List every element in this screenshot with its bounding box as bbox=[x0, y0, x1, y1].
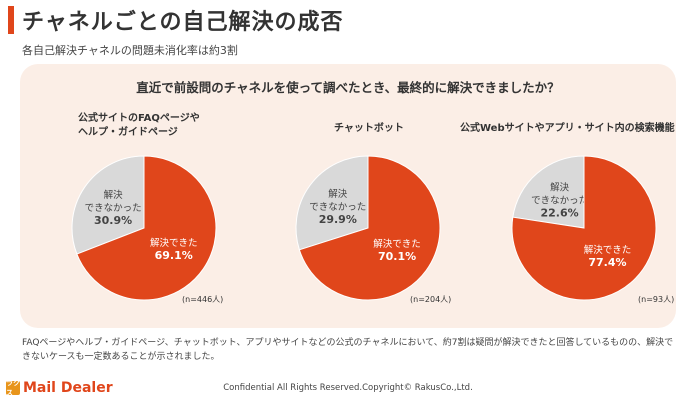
chart-3-title: 公式Webサイトやアプリ・サイト内の検索機能 bbox=[460, 122, 675, 136]
copyright: Confidential All Rights Reserved.Copyrig… bbox=[223, 383, 473, 393]
footnote: FAQページやヘルプ・ガイドページ、チャットボット、アプリやサイトなどの公式のチ… bbox=[22, 338, 674, 362]
chart-2-sample-size: (n=204人) bbox=[410, 295, 452, 304]
chart-3-slice-2-label: 解決できた bbox=[584, 244, 632, 256]
chart-1-sample-size: (n=446人) bbox=[182, 295, 224, 304]
chart-3-slice-2-value-label: 77.4% bbox=[588, 256, 626, 269]
chart-2-slice-2-value-label: 70.1% bbox=[378, 250, 416, 263]
chart-3-slice-1-label: できなかった bbox=[531, 196, 588, 207]
chart-3-slice-1-value-label: 22.6% bbox=[541, 207, 579, 220]
chart-1-slice-2-label: 解決できた bbox=[150, 237, 198, 249]
chart-1-slice-2-value-label: 69.1% bbox=[155, 249, 193, 262]
chart-3-title-line-1: 公式Webサイトやアプリ・サイト内の検索機能 bbox=[460, 123, 675, 134]
title-accent-bar bbox=[8, 6, 14, 34]
chart-2-slice-1-label: 解決 bbox=[328, 188, 348, 200]
chart-1-title: 公式サイトのFAQページや ヘルプ・ガイドページ bbox=[78, 112, 200, 140]
chart-2-title: チャットボット bbox=[334, 122, 404, 136]
logo-text: Mail Dealer bbox=[23, 380, 113, 396]
chart-3-sample-size: (n=93人) bbox=[638, 295, 675, 304]
chart-2-slice-1-value-label: 29.9% bbox=[319, 213, 357, 226]
survey-question: 直近で前設問のチャネルを使って調べたとき、最終的に解決できましたか？ bbox=[136, 80, 560, 95]
chart-2-slice-2-label: 解決できた bbox=[373, 238, 421, 250]
chart-1-title-line-2: ヘルプ・ガイドページ bbox=[78, 127, 178, 138]
chart-2-slice-1-label: できなかった bbox=[309, 202, 366, 213]
chart-1-slice-1 bbox=[71, 155, 145, 255]
chart-2-slice-2 bbox=[298, 155, 441, 301]
chart-3-slice-2 bbox=[511, 155, 657, 301]
chart-1-slice-1-value-label: 30.9% bbox=[94, 214, 132, 227]
chart-3-slice-1-label: 解決 bbox=[550, 182, 570, 194]
chart-3-slice-1 bbox=[512, 155, 585, 229]
chart-2-slice-1 bbox=[295, 155, 369, 251]
logo-mark-icon: ラクス bbox=[6, 379, 20, 397]
chart-1-slice-2 bbox=[76, 155, 217, 301]
chart-1-title-line-1: 公式サイトのFAQページや bbox=[78, 113, 200, 124]
chart-1-slice-1-label: 解決 bbox=[104, 189, 124, 201]
company-logo: ラクス Mail Dealer bbox=[6, 378, 113, 398]
page-title: チャネルごとの自己解決の成否 bbox=[22, 10, 344, 35]
chart-2-title-line-1: チャットボット bbox=[334, 123, 404, 134]
page-subtitle: 各自己解決チャネルの問題未消化率は約3割 bbox=[22, 44, 238, 57]
survey-panel: 直近で前設問のチャネルを使って調べたとき、最終的に解決できましたか？ 公式サイト… bbox=[20, 64, 676, 328]
chart-1-slice-1-label: できなかった bbox=[85, 203, 142, 214]
